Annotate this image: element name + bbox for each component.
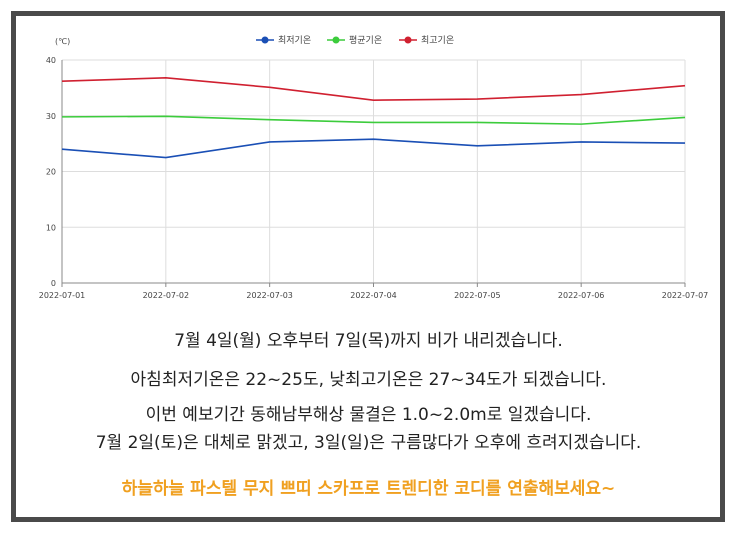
forecast-line-1: 7월 4일(월) 오후부터 7일(목)까지 비가 내리겠습니다. bbox=[174, 331, 563, 351]
forecast-line-2: 아침최저기온은 22~25도, 낮최고기온은 27~34도가 되겠습니다. bbox=[130, 370, 607, 390]
legend-swatch-dot bbox=[404, 36, 412, 44]
y-tick-label: 20 bbox=[46, 168, 56, 177]
x-tick-label: 2022-07-04 bbox=[350, 291, 397, 300]
x-tick-label: 2022-07-06 bbox=[558, 291, 605, 300]
y-tick-label: 0 bbox=[51, 279, 56, 288]
forecast-line-4: 7월 2일(토)은 대체로 맑겠고, 3일(일)은 구름많다가 오후에 흐려지겠… bbox=[95, 433, 642, 453]
chart-lines bbox=[61, 77, 686, 159]
x-tick-label: 2022-07-01 bbox=[39, 291, 86, 300]
temperature-line-chart: 0 10 20 30 40 2022-07-01 2022-07-02 2022-07-03 2… bbox=[39, 35, 709, 300]
series-line bbox=[61, 115, 686, 125]
chart-legend: 최저기온 평균기온 최고기온 bbox=[256, 35, 454, 46]
x-tick-label: 2022-07-07 bbox=[662, 291, 709, 300]
y-unit-label: (℃) bbox=[55, 37, 70, 46]
y-tick-label: 30 bbox=[46, 112, 56, 121]
chart-axes: 0 10 20 30 40 2022-07-01 2022-07-02 2022-07-03 2… bbox=[39, 56, 709, 300]
series-line bbox=[61, 138, 686, 159]
y-tick-label: 10 bbox=[46, 223, 56, 232]
legend-label: 최저기온 bbox=[278, 35, 311, 46]
x-tick-label: 2022-07-03 bbox=[246, 291, 293, 300]
legend-label: 평균기온 bbox=[349, 35, 382, 46]
forecast-line-3: 이번 예보기간 동해남부해상 물결은 1.0~2.0m로 일겠습니다. bbox=[145, 405, 592, 425]
y-tick-label: 40 bbox=[46, 56, 56, 65]
legend-label: 최고기온 bbox=[421, 35, 454, 46]
x-tick-label: 2022-07-02 bbox=[143, 291, 190, 300]
legend-swatch-dot bbox=[261, 36, 269, 44]
legend-swatch-dot bbox=[332, 36, 340, 44]
x-tick-label: 2022-07-05 bbox=[454, 291, 501, 300]
promo-text: 하늘하늘 파스텔 무지 쁘띠 스카프로 트렌디한 코디를 연출해보세요~ bbox=[121, 479, 616, 499]
series-line bbox=[61, 77, 686, 101]
page-frame bbox=[11, 11, 725, 522]
